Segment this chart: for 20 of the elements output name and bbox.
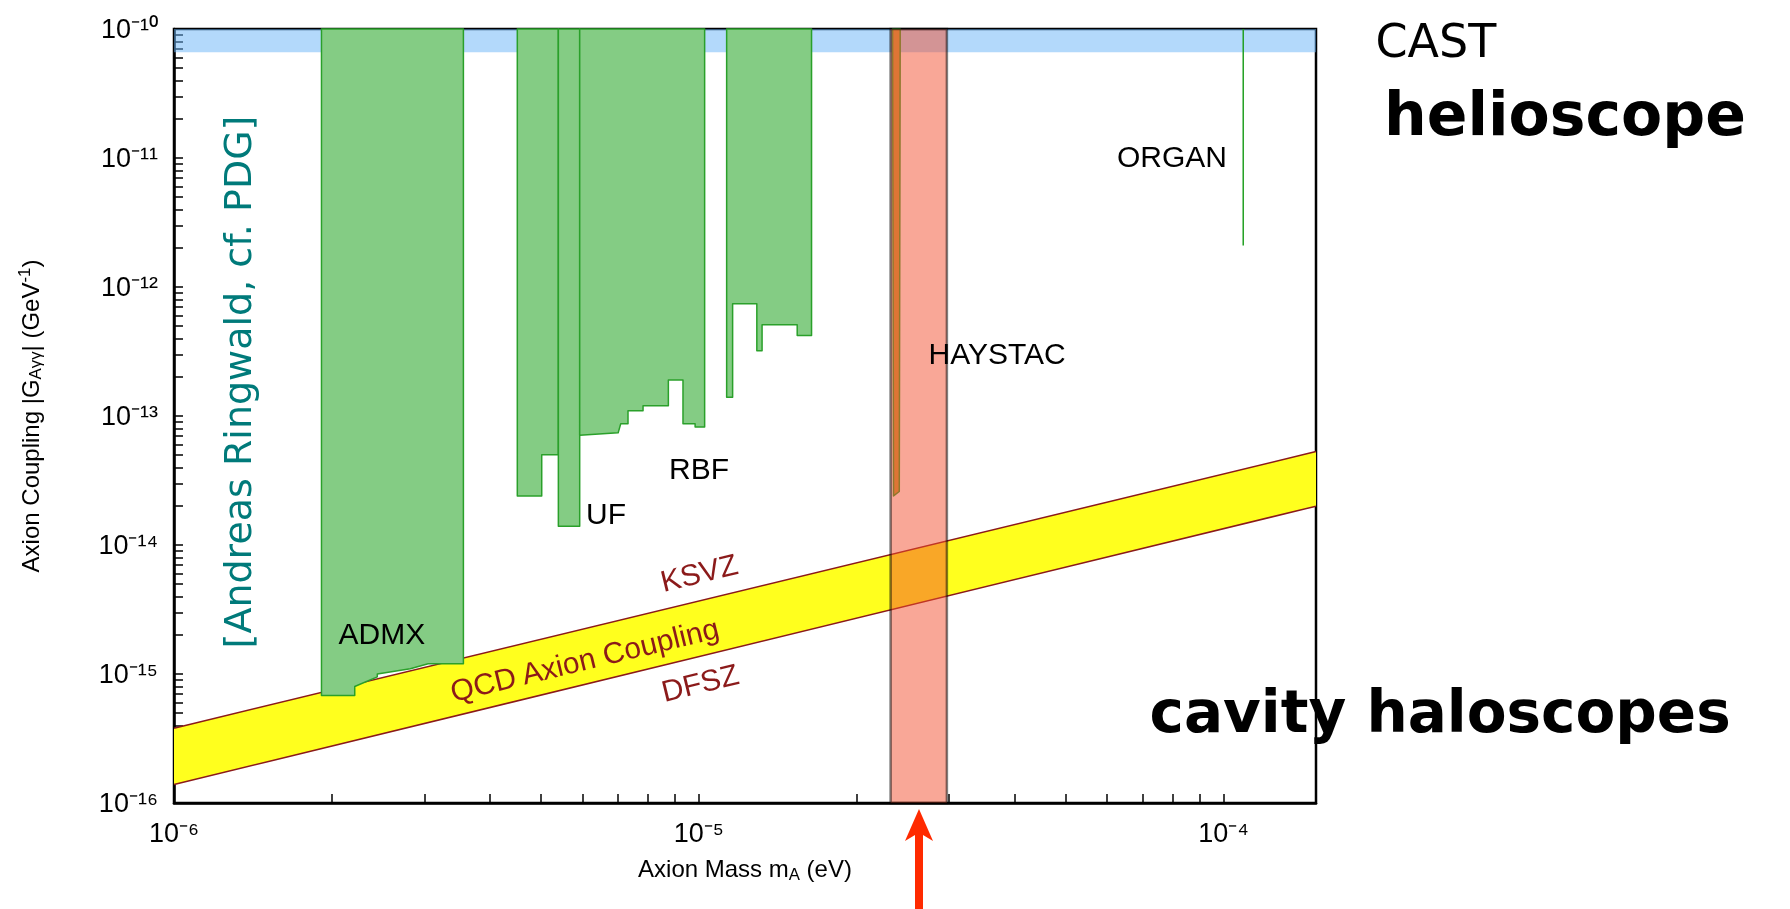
y-tick-label: 10⁻¹¹ [100, 143, 159, 173]
text: helioscope [1384, 79, 1746, 149]
annotation: ORGAN [1117, 140, 1228, 174]
y-tick-label: 10⁻¹⁶ [98, 788, 158, 818]
y-tick-label: 10⁻¹³ [100, 401, 159, 431]
y-tick-label: 10⁻¹² [100, 272, 159, 302]
y-tick-label: 10⁻¹⁴ [98, 530, 158, 560]
annotation: DFSZ [658, 657, 743, 709]
y-axis-title: Axion Coupling |GAγγ| (GeV-1) [14, 259, 45, 573]
y-tick-label: 10⁻¹⁵ [98, 659, 158, 689]
x-tick-label: 10⁻⁶ [148, 817, 200, 848]
annotation: ADMX [338, 617, 426, 651]
annotation: [Andreas Ringwald, cf. PDG] [215, 115, 260, 649]
text: CAST [1375, 14, 1497, 68]
annotation: RBF [669, 452, 729, 486]
x-tick-label: 10⁻⁵ [673, 817, 724, 848]
annotation: KSVZ [657, 547, 742, 599]
annotation: UF [586, 497, 626, 531]
y-tick-label: 10⁻¹⁰ [100, 14, 158, 44]
x-tick-label: 10⁻⁴ [1198, 817, 1249, 848]
